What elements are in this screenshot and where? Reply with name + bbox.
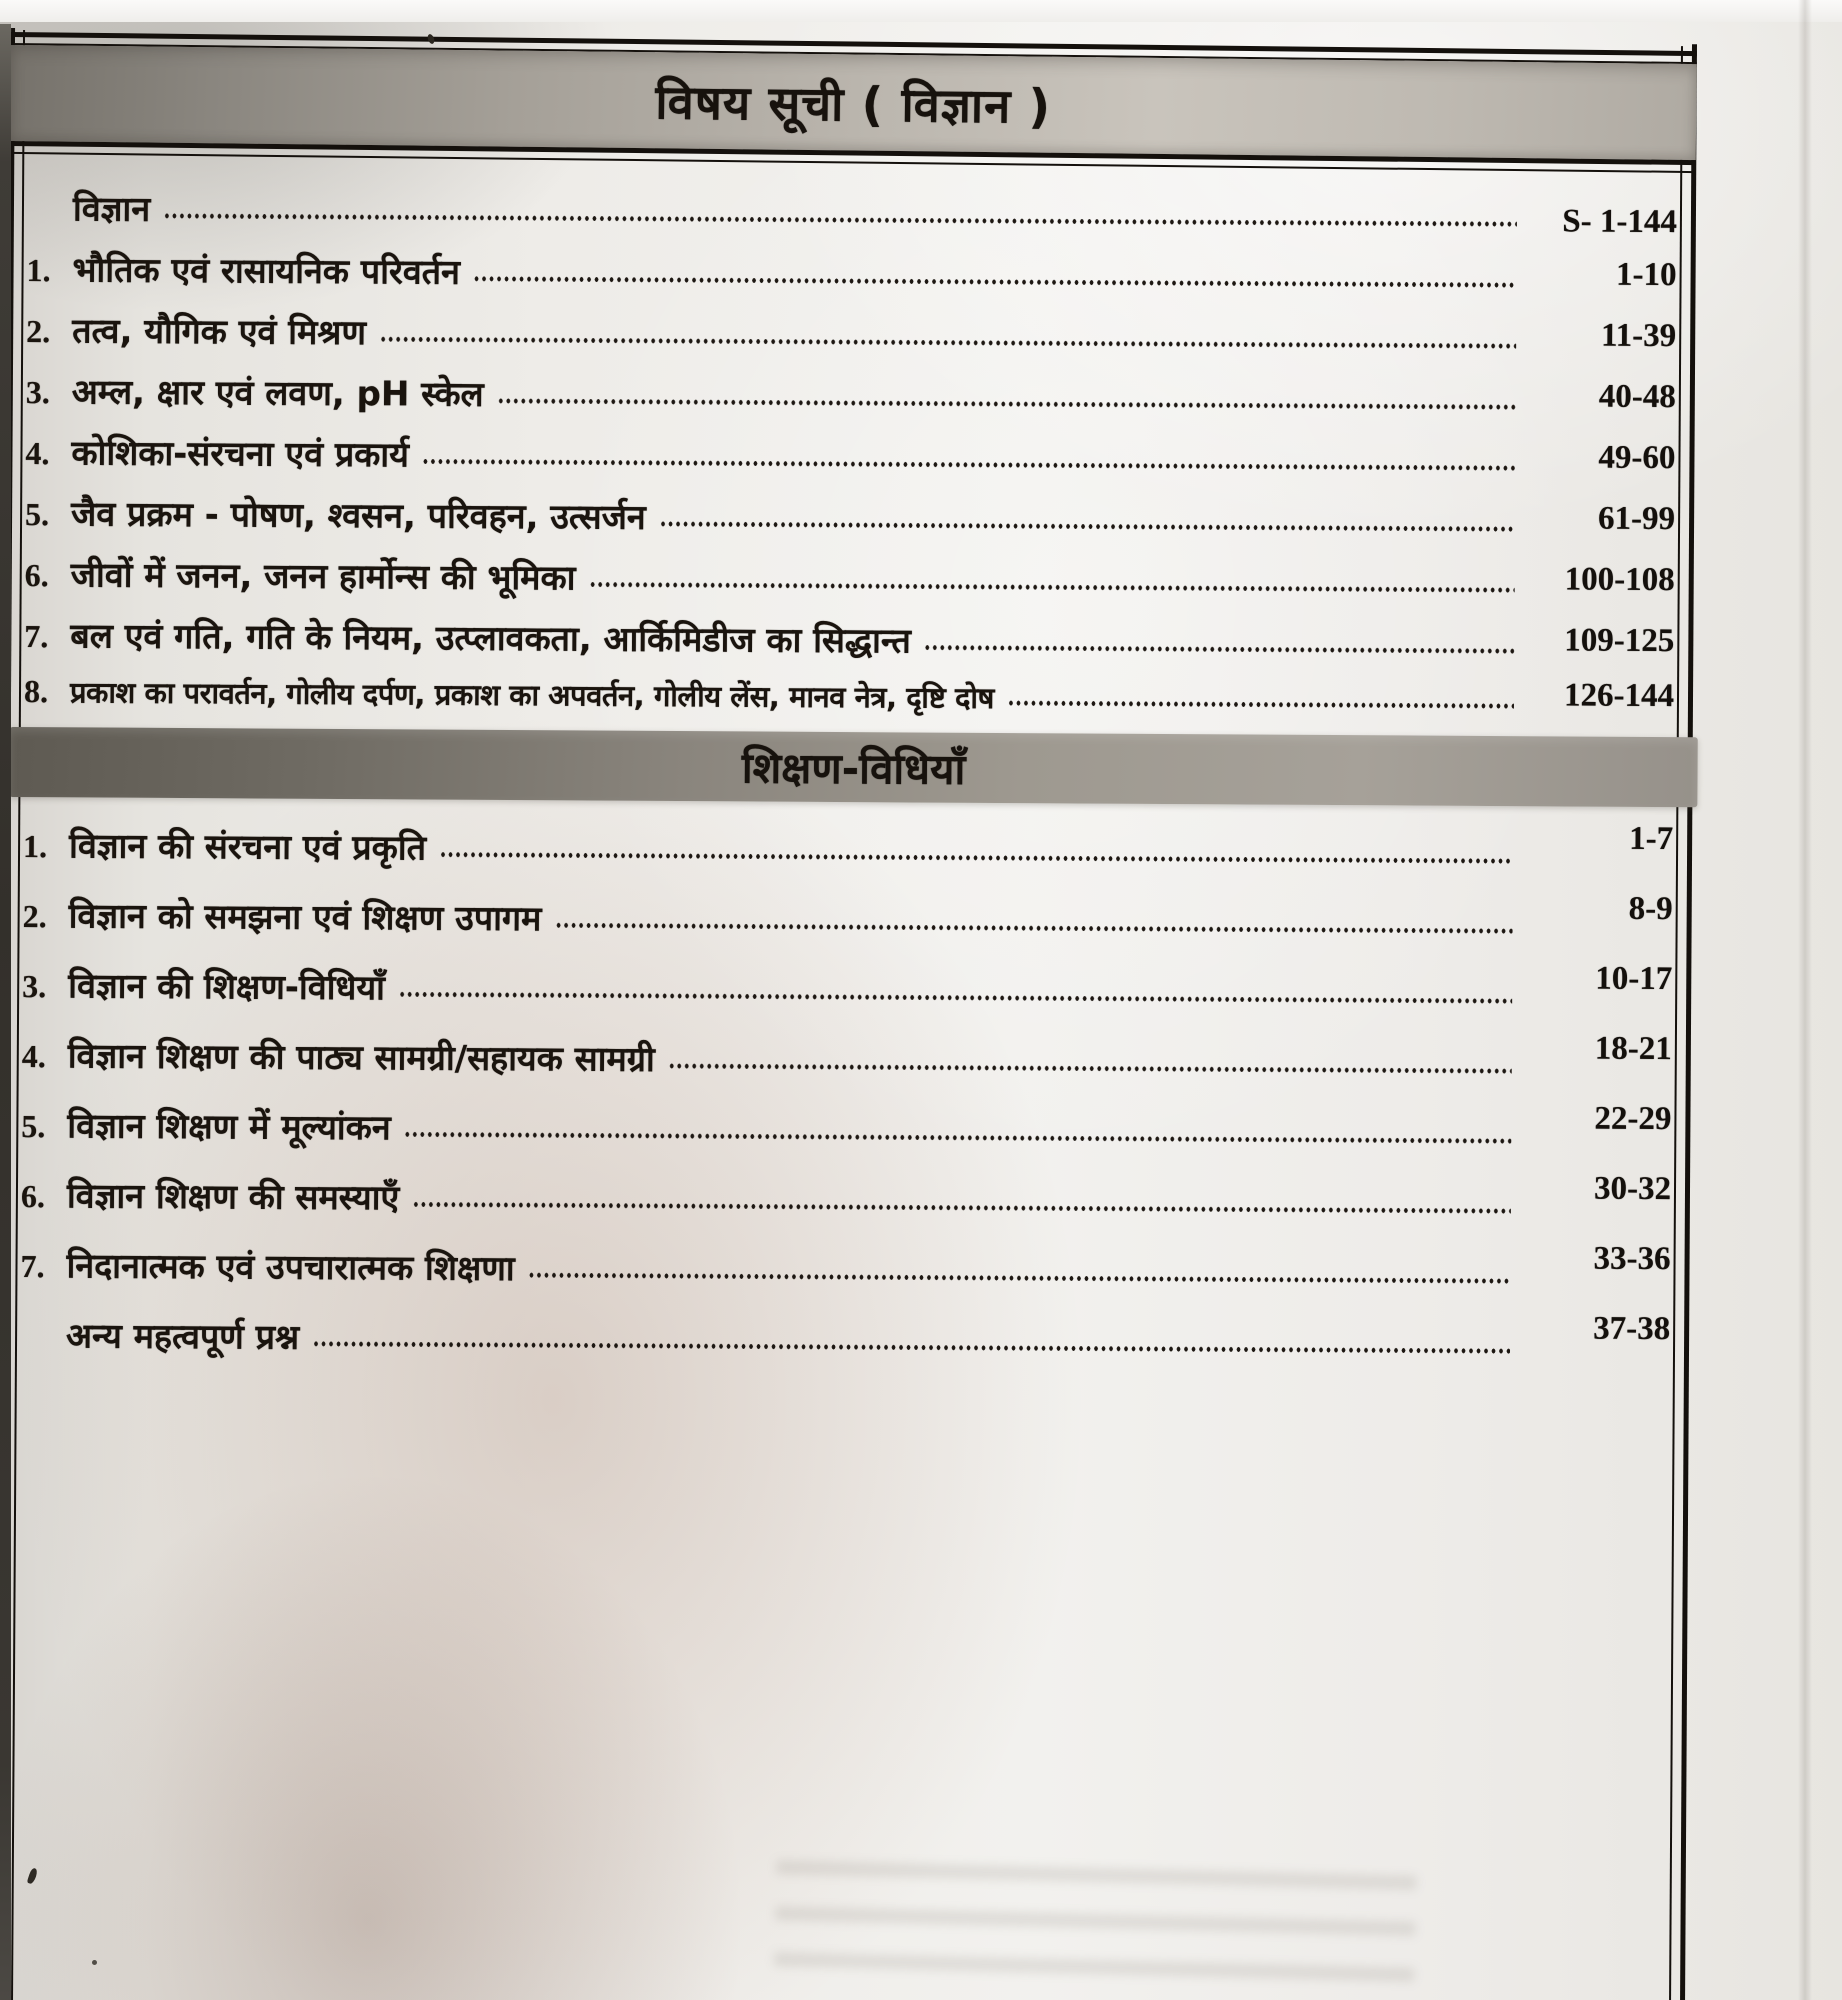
item-title: प्रकाश का परावर्तन, गोलीय दर्पण, प्रकाश … bbox=[69, 675, 995, 715]
item-number: 1. bbox=[22, 828, 48, 865]
page-range: 10-17 bbox=[1595, 960, 1673, 998]
item-title: अम्ल, क्षार एवं लवण, pH स्केल bbox=[71, 372, 484, 415]
dotted-leader bbox=[1007, 698, 1514, 712]
section-heading: शिक्षण-विधियाँ bbox=[741, 742, 966, 794]
item-number: 7. bbox=[24, 618, 49, 655]
dotted-leader bbox=[589, 579, 1515, 596]
item-number: 3. bbox=[22, 968, 47, 1005]
dotted-leader bbox=[668, 1060, 1512, 1077]
item-title: विज्ञान शिक्षण की समस्याएँ bbox=[66, 1176, 400, 1219]
item-title: अन्य महत्वपूर्ण प्रश्न bbox=[65, 1316, 300, 1358]
dotted-leader bbox=[404, 1129, 1512, 1147]
dotted-leader bbox=[659, 518, 1516, 535]
page-range: 33-36 bbox=[1593, 1240, 1671, 1278]
dotted-leader bbox=[924, 642, 1515, 657]
toc-row: 1. विज्ञान की संरचना एवं प्रकृति 1-7 bbox=[23, 821, 1673, 877]
toc-row: 4. कोशिका-संरचना एवं प्रकार्य 49-60 bbox=[25, 428, 1675, 484]
item-title: बल एवं गति, गति के नियम, उत्प्लावकता, आर… bbox=[70, 616, 911, 662]
item-number: 2. bbox=[26, 313, 51, 350]
item-title: विज्ञान शिक्षण की पाठ्य सामग्री/सहायक सा… bbox=[67, 1036, 655, 1080]
item-number: 8. bbox=[23, 673, 49, 710]
page-range: 11-39 bbox=[1600, 317, 1677, 355]
toc-row: 7. निदानात्मक एवं उपचारात्मक शिक्षणा 33-… bbox=[20, 1241, 1670, 1297]
dotted-leader bbox=[555, 920, 1513, 937]
page-range: 1-10 bbox=[1615, 256, 1677, 294]
item-number: 3. bbox=[25, 374, 50, 411]
toc-row: 6. विज्ञान शिक्षण की समस्याएँ 30-32 bbox=[21, 1171, 1671, 1227]
bleed-through-artifact bbox=[773, 1854, 1417, 2000]
toc-row: 3. विज्ञान की शिक्षण-विधियाँ 10-17 bbox=[22, 961, 1672, 1017]
item-number: 6. bbox=[24, 557, 49, 594]
dotted-leader bbox=[439, 849, 1514, 867]
item-number: 6. bbox=[20, 1178, 46, 1215]
page-range: S- 1-144 bbox=[1562, 203, 1678, 241]
item-number: 4. bbox=[21, 1038, 46, 1075]
dotted-leader bbox=[473, 273, 1517, 291]
item-title: विज्ञान bbox=[72, 189, 151, 230]
page-range: 61-99 bbox=[1597, 500, 1676, 538]
frame-right-outer-line bbox=[1679, 44, 1698, 2000]
title-band: विषय सूची ( विज्ञान ) bbox=[9, 31, 1697, 174]
dotted-leader bbox=[312, 1338, 1511, 1357]
item-number: 2. bbox=[22, 898, 47, 935]
item-title: विज्ञान को समझना एवं शिक्षण उपागम bbox=[68, 896, 542, 940]
toc-row: 5. विज्ञान शिक्षण में मूल्यांकन 22-29 bbox=[21, 1101, 1671, 1157]
dotted-leader bbox=[497, 395, 1516, 413]
toc-row-intro: विज्ञान S- 1-144 bbox=[27, 184, 1677, 240]
item-title: विज्ञान शिक्षण में मूल्यांकन bbox=[67, 1106, 391, 1149]
dotted-leader bbox=[422, 456, 1516, 474]
page-range: 30-32 bbox=[1593, 1170, 1672, 1208]
item-title: तत्व, यौगिक एवं मिश्रण bbox=[72, 311, 367, 354]
dotted-leader bbox=[413, 1199, 1511, 1217]
toc-row: 2. तत्व, यौगिक एवं मिश्रण 11-39 bbox=[26, 306, 1676, 362]
section-heading-band: शिक्षण-विधियाँ bbox=[9, 726, 1698, 808]
item-title: निदानात्मक एवं उपचारात्मक शिक्षणा bbox=[66, 1246, 515, 1290]
title-band-body: विषय सूची ( विज्ञान ) bbox=[9, 44, 1697, 161]
page-range: 49-60 bbox=[1598, 439, 1676, 477]
item-number: 5. bbox=[24, 496, 50, 533]
item-title: भौतिक एवं रासायनिक परिवर्तन bbox=[72, 250, 461, 293]
page-range: 18-21 bbox=[1594, 1030, 1672, 1068]
item-title: जैव प्रक्रम - पोषण, श्वसन, परिवहन, उत्सर… bbox=[70, 494, 646, 538]
dotted-leader bbox=[528, 1270, 1511, 1287]
book-gutter-shadow bbox=[0, 24, 11, 2000]
page-range: 1-7 bbox=[1629, 820, 1674, 858]
page-range: 109-125 bbox=[1564, 622, 1675, 660]
toc-content: विज्ञान S- 1-144 1. भौतिक एवं रासायनिक प… bbox=[9, 172, 1698, 1367]
page-range: 8-9 bbox=[1628, 890, 1673, 928]
toc-row: 1. भौतिक एवं रासायनिक परिवर्तन 1-10 bbox=[26, 245, 1676, 301]
item-number: 4. bbox=[25, 435, 50, 472]
toc-row: 2. विज्ञान को समझना एवं शिक्षण उपागम 8-9 bbox=[23, 891, 1673, 947]
toc-row: 4. विज्ञान शिक्षण की पाठ्य सामग्री/सहायक… bbox=[22, 1031, 1672, 1087]
page-range: 22-29 bbox=[1594, 1100, 1672, 1138]
dotted-leader bbox=[398, 989, 1513, 1007]
toc-row: 5. जैव प्रक्रम - पोषण, श्वसन, परिवहन, उत… bbox=[25, 489, 1675, 545]
toc-row: 6. जीवों में जनन, जनन हार्मोन्स की भूमिक… bbox=[25, 550, 1675, 606]
paper-crease bbox=[1798, 0, 1812, 2000]
toc-row: 3. अम्ल, क्षार एवं लवण, pH स्केल 40-48 bbox=[26, 367, 1676, 423]
page-title: विषय सूची ( विज्ञान ) bbox=[655, 75, 1052, 135]
dotted-leader bbox=[164, 210, 1517, 230]
item-title: कोशिका-संरचना एवं प्रकार्य bbox=[71, 433, 409, 476]
page-range: 37-38 bbox=[1593, 1310, 1671, 1348]
page-range: 40-48 bbox=[1598, 378, 1676, 416]
toc-row: 7. बल एवं गति, गति के नियम, उत्प्लावकता,… bbox=[24, 611, 1674, 667]
item-number: 7. bbox=[20, 1248, 45, 1285]
item-title: विज्ञान की संरचना एवं प्रकृति bbox=[68, 826, 427, 869]
ink-speck bbox=[92, 1960, 97, 1965]
item-title: विज्ञान की शिक्षण-विधियाँ bbox=[68, 966, 386, 1009]
dotted-leader bbox=[379, 334, 1517, 352]
page-range: 100-108 bbox=[1564, 561, 1675, 599]
item-number: 1. bbox=[26, 252, 51, 289]
item-number: 5. bbox=[21, 1108, 46, 1145]
page-range: 126-144 bbox=[1563, 677, 1675, 715]
scan-top-margin bbox=[0, 0, 1842, 22]
toc-row: अन्य महत्वपूर्ण प्रश्न 37-38 bbox=[20, 1311, 1670, 1367]
toc-row: 8. प्रकाश का परावर्तन, गोलीय दर्पण, प्रक… bbox=[24, 672, 1674, 721]
item-title: जीवों में जनन, जनन हार्मोन्स की भूमिका bbox=[70, 555, 576, 599]
